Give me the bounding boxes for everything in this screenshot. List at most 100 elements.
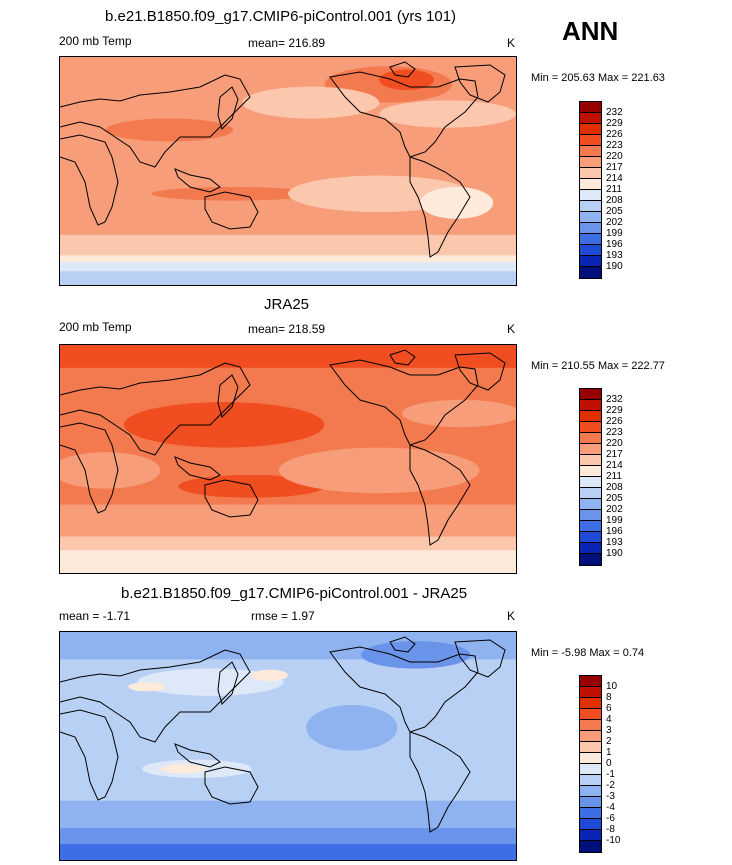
colorbar-box <box>580 146 601 157</box>
coastline-0 <box>60 362 251 456</box>
colorbar-tick-label: 190 <box>606 261 623 272</box>
coastline-0 <box>60 649 251 743</box>
colorbar-box <box>580 698 601 709</box>
colorbar-tick-label: 199 <box>606 515 623 526</box>
colorbar-box <box>580 808 601 819</box>
contour-region-5 <box>251 669 288 682</box>
colorbar-tick-label: 199 <box>606 228 623 239</box>
colorbar-box <box>580 841 601 852</box>
colorbar-box <box>580 223 601 234</box>
panel1-colorbar <box>579 101 602 279</box>
colorbar-box <box>580 720 601 731</box>
colorbar-tick-label: 202 <box>606 504 623 515</box>
contour-region-1 <box>60 345 516 368</box>
colorbar-tick-label: -2 <box>606 780 615 791</box>
colorbar-box <box>580 830 601 841</box>
colorbar-box <box>580 753 601 764</box>
panel2-units: K <box>507 322 516 336</box>
colorbar-box <box>580 245 601 256</box>
colorbar-box <box>580 212 601 223</box>
coastline-3 <box>174 456 221 481</box>
panel1-title: b.e21.B1850.f09_g17.CMIP6-piControl.001 … <box>105 8 457 25</box>
colorbar-box <box>580 477 601 488</box>
coastline-3 <box>174 743 221 768</box>
colorbar-box <box>580 742 601 753</box>
colorbar-box <box>580 201 601 212</box>
contour-region-4 <box>242 86 380 119</box>
colorbar-box <box>580 764 601 775</box>
colorbar-box <box>580 234 601 245</box>
coastline-7 <box>454 352 506 391</box>
panel2-left-label: 200 mb Temp <box>59 320 132 334</box>
contour-region-6 <box>402 399 516 428</box>
contour-region-9 <box>60 550 516 573</box>
colorbar-tick-label: -6 <box>606 813 615 824</box>
contour-region-2 <box>123 402 325 448</box>
colorbar-box <box>580 135 601 146</box>
colorbar-tick-label: 229 <box>606 118 623 129</box>
colorbar-tick-label: 226 <box>606 129 623 140</box>
colorbar-box <box>580 510 601 521</box>
colorbar-box <box>580 411 601 422</box>
coastline-6 <box>409 731 471 833</box>
contour-region-8 <box>306 704 398 751</box>
panel2-mean-label: mean= 218.59 <box>248 322 326 336</box>
colorbar-tick-label: -10 <box>606 835 621 846</box>
coastline-4 <box>204 479 259 518</box>
colorbar-tick-label: -1 <box>606 769 615 780</box>
colorbar-tick-label: 211 <box>606 471 622 482</box>
colorbar-box <box>580 499 601 510</box>
colorbar-box <box>580 433 601 444</box>
colorbar-tick-label: 190 <box>606 548 623 559</box>
colorbar-box <box>580 157 601 168</box>
colorbar-box <box>580 554 601 565</box>
coastline-1 <box>60 422 119 514</box>
panel2-title: JRA25 <box>264 296 310 313</box>
colorbar-box <box>580 444 601 455</box>
colorbar-box <box>580 113 601 124</box>
coastline-5 <box>329 646 479 733</box>
colorbar-tick-label: 10 <box>606 681 618 692</box>
colorbar-tick-label: 220 <box>606 151 623 162</box>
panel3-title: b.e21.B1850.f09_g17.CMIP6-piControl.001 … <box>121 585 468 602</box>
colorbar-box <box>580 389 601 400</box>
panel3-rmse-label: rmse = 1.97 <box>251 609 315 623</box>
map-svg <box>60 345 516 573</box>
colorbar-box <box>580 543 601 554</box>
season-label: ANN <box>562 16 619 46</box>
coastline-7 <box>454 639 506 678</box>
colorbar-box <box>580 775 601 786</box>
colorbar-tick-label: 1 <box>606 747 612 758</box>
colorbar-box <box>580 676 601 687</box>
contour-region-8 <box>420 186 494 219</box>
colorbar-tick-label: 232 <box>606 394 623 405</box>
colorbar-box <box>580 786 601 797</box>
panel3-minmax: Min = -5.98 Max = 0.74 <box>531 647 645 659</box>
colorbar-box <box>580 179 601 190</box>
colorbar-tick-label: 208 <box>606 482 623 493</box>
colorbar-tick-label: 214 <box>606 173 623 184</box>
coastline-6 <box>409 156 471 258</box>
coastline-1 <box>60 709 119 801</box>
colorbar-tick-label: 223 <box>606 427 623 438</box>
panel1-map <box>59 56 517 286</box>
colorbar-box <box>580 687 601 698</box>
coastline-5 <box>329 71 479 158</box>
panel2-minmax: Min = 210.55 Max = 222.77 <box>531 360 665 372</box>
panel1-minmax: Min = 205.63 Max = 221.63 <box>531 72 665 84</box>
colorbar-tick-label: 196 <box>606 526 623 537</box>
panel2-colorbar <box>579 388 602 566</box>
colorbar-tick-label: 196 <box>606 239 623 250</box>
contour-region-3 <box>379 69 434 91</box>
colorbar-tick-label: 223 <box>606 140 623 151</box>
colorbar-box <box>580 521 601 532</box>
contour-region-11 <box>60 844 516 860</box>
coastline-4 <box>204 766 259 805</box>
colorbar-box <box>580 488 601 499</box>
contour-region-5 <box>278 447 480 494</box>
colorbar-box <box>580 422 601 433</box>
colorbar-tick-label: 205 <box>606 206 623 217</box>
coastline-6 <box>409 444 471 546</box>
coastline-1 <box>60 134 119 226</box>
contour-region-5 <box>379 100 516 128</box>
